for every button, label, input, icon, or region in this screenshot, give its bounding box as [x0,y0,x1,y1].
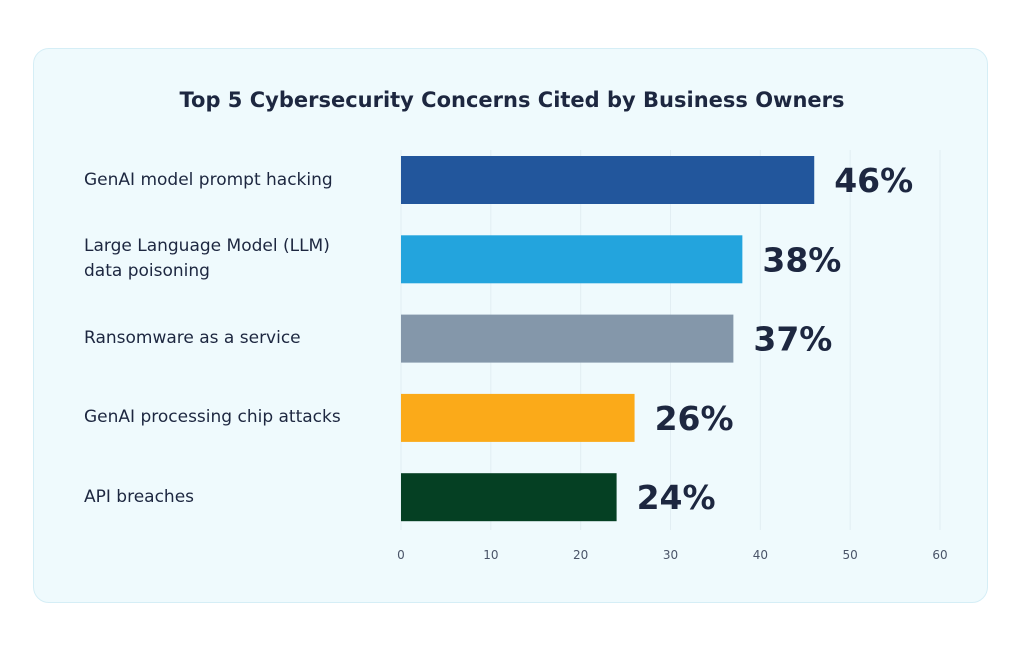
x-tick-label: 60 [932,548,947,562]
x-tick-label: 40 [753,548,768,562]
category-label-line: GenAI model prompt hacking [84,169,333,190]
category-label-line: Large Language Model (LLM) [84,236,330,257]
x-tick-label: 50 [843,548,858,562]
data-label: 37% [753,320,832,359]
x-tick-label: 0 [397,548,405,562]
bar [401,156,815,204]
data-label: 26% [655,399,734,438]
x-tick-label: 30 [663,548,678,562]
bar [401,473,617,522]
category-label-line: GenAI processing chip attacks [84,407,341,428]
chart-title: Top 5 Cybersecurity Concerns Cited by Bu… [179,88,845,112]
category-label: Ransomware as a service [84,326,301,351]
category-label: API breaches [84,485,194,510]
bar [401,235,743,284]
category-label-line: Ransomware as a service [84,328,301,349]
data-label: 24% [637,478,716,517]
category-label-line: data poisoning [84,261,210,282]
category-label: GenAI processing chip attacks [84,405,341,430]
data-label: 38% [762,240,841,279]
category-label: GenAI model prompt hacking [84,168,333,193]
x-tick-label: 20 [573,548,588,562]
data-label: 46% [834,161,913,200]
category-label: Large Language Model (LLM) data poisoning [84,234,330,284]
bar [401,314,734,363]
x-tick-label: 10 [483,548,498,562]
bar [401,393,635,442]
category-label-line: API breaches [84,486,195,507]
